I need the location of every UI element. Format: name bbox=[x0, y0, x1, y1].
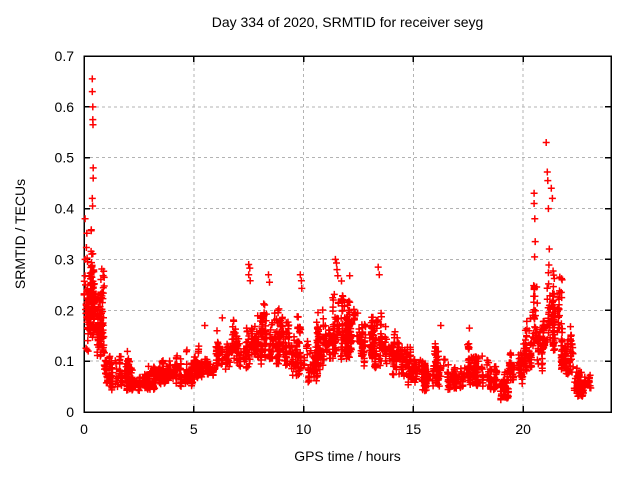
y-tick-label: 0.7 bbox=[55, 48, 75, 64]
chart-title: Day 334 of 2020, SRMTID for receiver sey… bbox=[211, 14, 484, 30]
y-tick-label: 0.6 bbox=[55, 99, 75, 115]
x-tick-label: 5 bbox=[190, 421, 198, 437]
y-tick-label: 0.4 bbox=[55, 201, 75, 217]
y-tick-label: 0.5 bbox=[55, 150, 75, 166]
y-tick-label: 0.1 bbox=[55, 353, 75, 369]
x-tick-label: 20 bbox=[515, 421, 531, 437]
y-tick-label: 0.2 bbox=[55, 302, 75, 318]
y-tick-label: 0.3 bbox=[55, 251, 75, 267]
x-tick-label: 15 bbox=[406, 421, 422, 437]
y-tick-label: 0 bbox=[66, 404, 74, 420]
plot-border bbox=[83, 55, 612, 413]
x-axis-title: GPS time / hours bbox=[294, 448, 401, 464]
x-tick-label: 10 bbox=[296, 421, 312, 437]
x-tick-label: 0 bbox=[80, 421, 88, 437]
scatter-points bbox=[80, 75, 595, 404]
